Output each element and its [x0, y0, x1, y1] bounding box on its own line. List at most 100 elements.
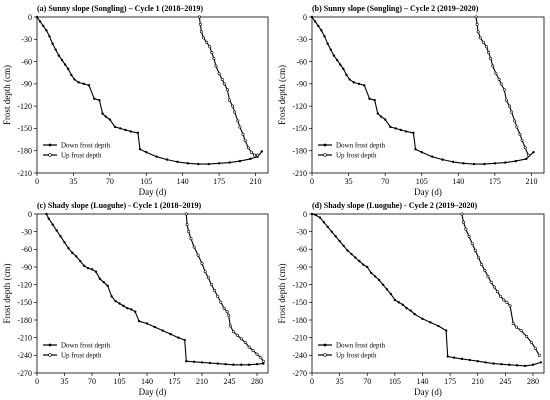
up-frost-depth-point: [470, 241, 474, 245]
down-frost-depth-point: [186, 162, 190, 165]
down-frost-depth-point: [322, 221, 326, 224]
down-frost-depth-point: [401, 303, 404, 306]
down-frost-depth-point: [45, 212, 48, 216]
up-frost-depth-point: [514, 325, 518, 329]
down-frost-depth-point: [136, 131, 140, 135]
down-frost-depth-point: [468, 358, 472, 362]
down-frost-depth-point: [137, 319, 141, 323]
up-frost-depth-point: [494, 71, 498, 75]
x-tick-label: 35: [69, 177, 77, 186]
up-frost-depth-line: [185, 213, 264, 362]
x-tick-label: 245: [224, 377, 236, 386]
x-tick-label: 210: [250, 177, 262, 186]
down-frost-depth-point: [161, 329, 164, 332]
down-frost-depth-point: [368, 97, 371, 100]
panel-b: (b) Sunny slope (Songling) – Cycle 2 (20…: [277, 4, 545, 197]
down-frost-depth-point: [255, 362, 259, 366]
x-tick-label: 35: [336, 377, 344, 386]
up-frost-depth-point: [219, 300, 223, 304]
down-frost-depth-point: [108, 118, 112, 121]
y-tick-label: -90: [21, 263, 32, 272]
down-frost-depth-point: [216, 362, 219, 365]
up-frost-depth-point: [251, 349, 255, 353]
y-tick-label: -180: [292, 316, 307, 325]
down-frost-depth-point: [532, 151, 535, 154]
down-frost-depth-point: [397, 301, 401, 304]
x-tick-label: 140: [416, 377, 428, 386]
down-frost-depth-point: [338, 239, 341, 243]
down-frost-depth-point: [153, 325, 157, 329]
up-frost-depth-point: [201, 36, 205, 40]
down-frost-depth-point: [59, 235, 62, 238]
down-frost-depth-point: [310, 212, 314, 216]
y-tick-label: 0: [28, 210, 32, 219]
y-tick-label: -120: [292, 280, 307, 289]
y-tick-label: -180: [292, 147, 307, 156]
legend-up-marker: [48, 353, 52, 357]
down-frost-depth-point: [326, 225, 329, 229]
plot-frame: [36, 213, 269, 374]
up-frost-depth-point: [231, 104, 235, 108]
up-frost-depth-point: [464, 227, 468, 231]
legend-up-marker: [323, 153, 327, 157]
down-frost-depth-point: [55, 229, 58, 232]
up-frost-depth-point: [489, 57, 493, 61]
up-frost-depth-point: [499, 294, 503, 298]
up-frost-depth-point: [208, 45, 212, 49]
down-frost-depth-point: [373, 99, 376, 102]
up-frost-depth-point: [462, 220, 466, 224]
down-frost-depth-point: [429, 321, 432, 324]
panel-title: (a) Sunny slope (Songling) – Cycle 1 (20…: [37, 4, 203, 13]
y-tick-label: -270: [292, 369, 307, 378]
y-tick-label: -210: [17, 169, 32, 178]
x-tick-label: 210: [472, 377, 484, 386]
up-frost-depth-line: [198, 16, 258, 156]
down-frost-depth-point: [113, 125, 117, 129]
up-frost-depth-point: [222, 82, 226, 86]
up-frost-depth-point: [491, 64, 495, 68]
up-frost-depth-point: [199, 30, 203, 34]
up-frost-depth-point: [241, 132, 245, 136]
y-tick-label: -240: [17, 351, 32, 360]
down-frost-depth-point: [87, 84, 91, 87]
up-frost-depth-point: [492, 285, 496, 289]
up-frost-depth-point: [485, 45, 489, 49]
y-tick-label: -240: [292, 351, 307, 360]
down-frost-depth-point: [260, 150, 263, 153]
up-frost-depth-point: [487, 51, 491, 55]
up-frost-depth-point: [233, 110, 237, 114]
legend-down-label: Down frost depth: [336, 342, 385, 350]
up-frost-depth-point: [200, 261, 204, 265]
down-frost-depth-point: [352, 81, 356, 84]
legend-up-label: Up frost depth: [336, 152, 377, 160]
down-frost-depth-point: [165, 158, 169, 161]
down-frost-depth-point: [38, 20, 42, 23]
legend-up-label: Up frost depth: [336, 352, 377, 360]
down-frost-depth-point: [462, 162, 465, 165]
down-frost-depth-point: [323, 35, 326, 38]
down-frost-depth-point: [145, 151, 148, 154]
down-frost-depth-point: [393, 298, 397, 302]
up-frost-depth-point: [515, 125, 519, 129]
down-frost-depth-point: [420, 151, 423, 154]
y-tick-label: -30: [21, 227, 32, 236]
plot-frame: [311, 16, 545, 174]
y-tick-label: -30: [21, 35, 32, 44]
down-frost-depth-point: [208, 361, 212, 365]
legend-up-marker: [48, 153, 52, 157]
down-frost-depth-point: [342, 67, 345, 71]
down-frost-depth-point: [484, 361, 487, 364]
legend-down-marker: [323, 143, 327, 147]
x-tick-label: 0: [35, 177, 39, 186]
up-frost-depth-point: [228, 98, 232, 102]
up-frost-depth-point: [249, 150, 253, 154]
down-frost-depth-point: [110, 295, 113, 298]
down-frost-depth-point: [358, 259, 361, 263]
down-frost-depth-point: [60, 58, 64, 62]
up-frost-depth-point: [486, 274, 490, 278]
down-frost-depth-point: [90, 268, 94, 271]
up-frost-depth-point: [222, 306, 226, 310]
down-frost-depth-point: [385, 288, 389, 291]
x-tick-label: 70: [106, 177, 114, 186]
